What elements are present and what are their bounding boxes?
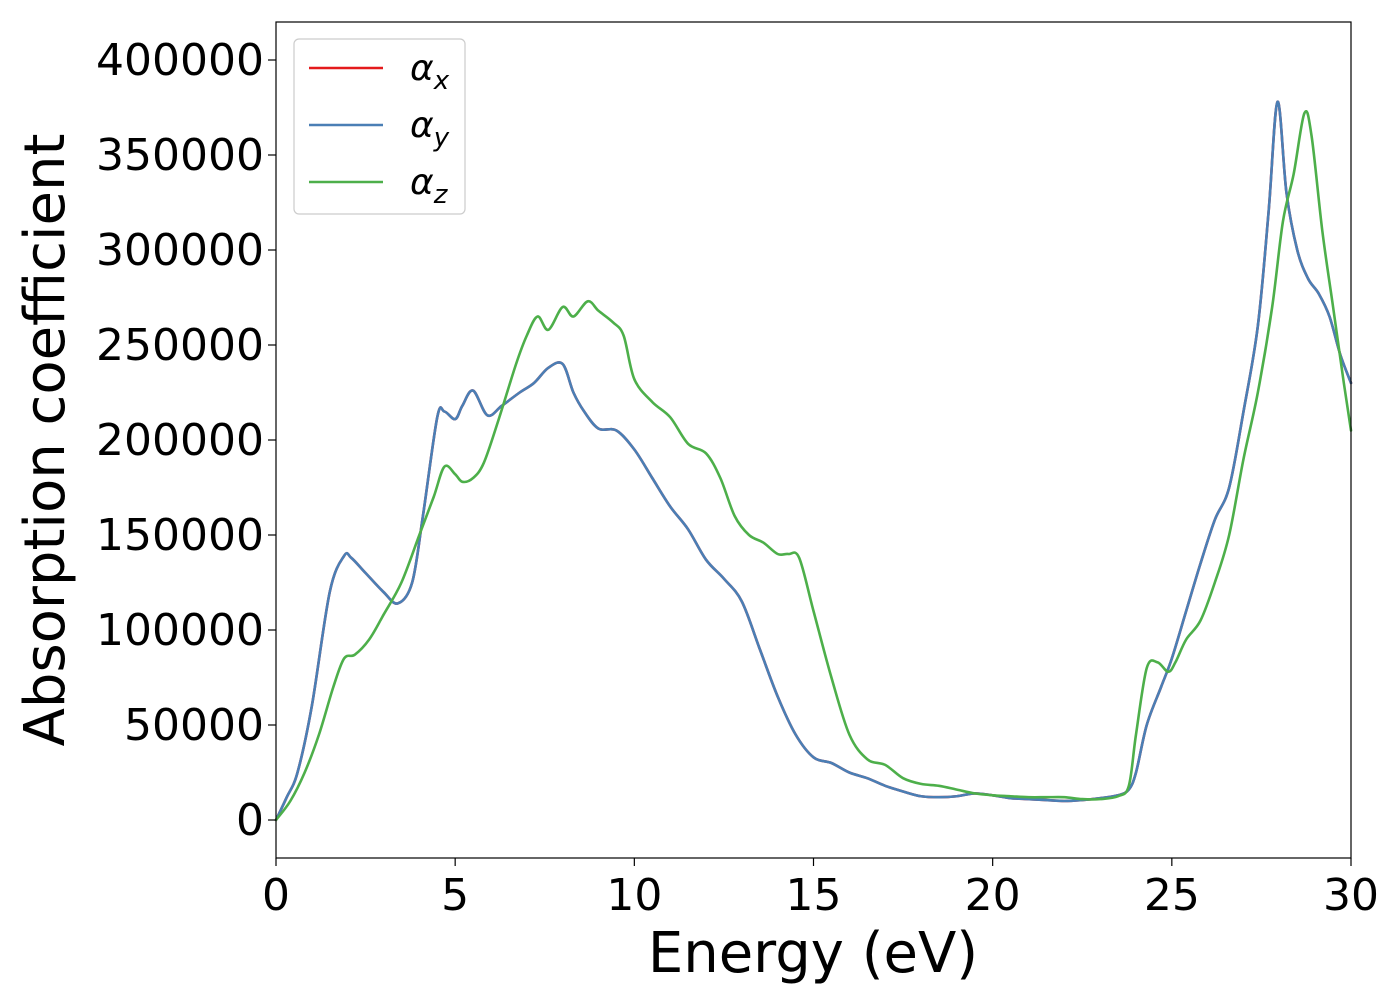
x-tick-label: 5 <box>441 870 469 921</box>
series-layer <box>274 100 1353 822</box>
y-tick-label: 0 <box>236 795 264 846</box>
legend-label-y: αy <box>410 105 450 153</box>
legend-label-x: αx <box>410 48 450 96</box>
x-tick-label: 10 <box>606 870 662 921</box>
series-line-z <box>274 110 1353 822</box>
y-tick-label: 350000 <box>96 130 264 181</box>
y-axis-title: Absorption coefficient <box>13 134 78 747</box>
y-tick-label: 300000 <box>96 225 264 276</box>
legend: αx αy αz <box>293 38 466 215</box>
x-tick-label: 25 <box>1144 870 1200 921</box>
y-tick-label: 200000 <box>96 415 264 466</box>
x-tick-label: 20 <box>965 870 1021 921</box>
legend-label-z: αz <box>410 162 449 210</box>
series-line-y <box>274 100 1353 822</box>
y-tick-label: 50000 <box>124 700 264 751</box>
y-axis: 0 50000 100000 150000 200000 250000 300000 3500… <box>96 35 276 846</box>
x-axis-title: Energy (eV) <box>648 921 978 986</box>
y-tick-label: 400000 <box>96 35 264 86</box>
x-axis: 0 5 10 15 20 25 30 <box>262 858 1379 921</box>
y-tick-label: 250000 <box>96 320 264 371</box>
x-tick-label: 30 <box>1323 870 1379 921</box>
y-tick-label: 150000 <box>96 510 264 561</box>
x-tick-label: 0 <box>262 870 290 921</box>
x-tick-label: 15 <box>786 870 842 921</box>
y-tick-label: 100000 <box>96 605 264 656</box>
legend-box <box>293 38 466 215</box>
